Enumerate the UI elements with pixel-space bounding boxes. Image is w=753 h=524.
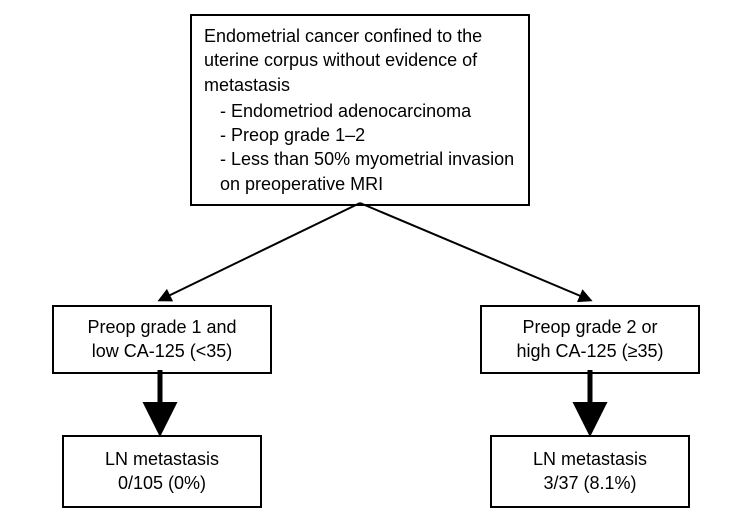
leaf-left-node: LN metastasis 0/105 (0%)	[62, 435, 262, 508]
leaf-left-line2: 0/105 (0%)	[76, 471, 248, 495]
leaf-left-line1: LN metastasis	[76, 447, 248, 471]
leaf-right-line2: 3/37 (8.1%)	[504, 471, 676, 495]
root-heading: Endometrial cancer confined to the uteri…	[204, 24, 516, 97]
leaf-right-node: LN metastasis 3/37 (8.1%)	[490, 435, 690, 508]
root-to-right-arrow	[360, 203, 590, 300]
root-bullet: - Endometriod adenocarcinoma	[220, 99, 516, 123]
leaf-right-line1: LN metastasis	[504, 447, 676, 471]
branch-right-node: Preop grade 2 or high CA-125 (≥35)	[480, 305, 700, 374]
branch-left-line1: Preop grade 1 and	[66, 315, 258, 339]
branch-right-line1: Preop grade 2 or	[494, 315, 686, 339]
root-bullet: - Less than 50% myometrial invasion on p…	[220, 147, 516, 196]
branch-left-node: Preop grade 1 and low CA-125 (<35)	[52, 305, 272, 374]
branch-left-line2: low CA-125 (<35)	[66, 339, 258, 363]
root-bullets: - Endometriod adenocarcinoma - Preop gra…	[204, 99, 516, 196]
root-bullet: - Preop grade 1–2	[220, 123, 516, 147]
branch-right-line2: high CA-125 (≥35)	[494, 339, 686, 363]
root-node: Endometrial cancer confined to the uteri…	[190, 14, 530, 206]
root-to-left-arrow	[160, 203, 360, 300]
